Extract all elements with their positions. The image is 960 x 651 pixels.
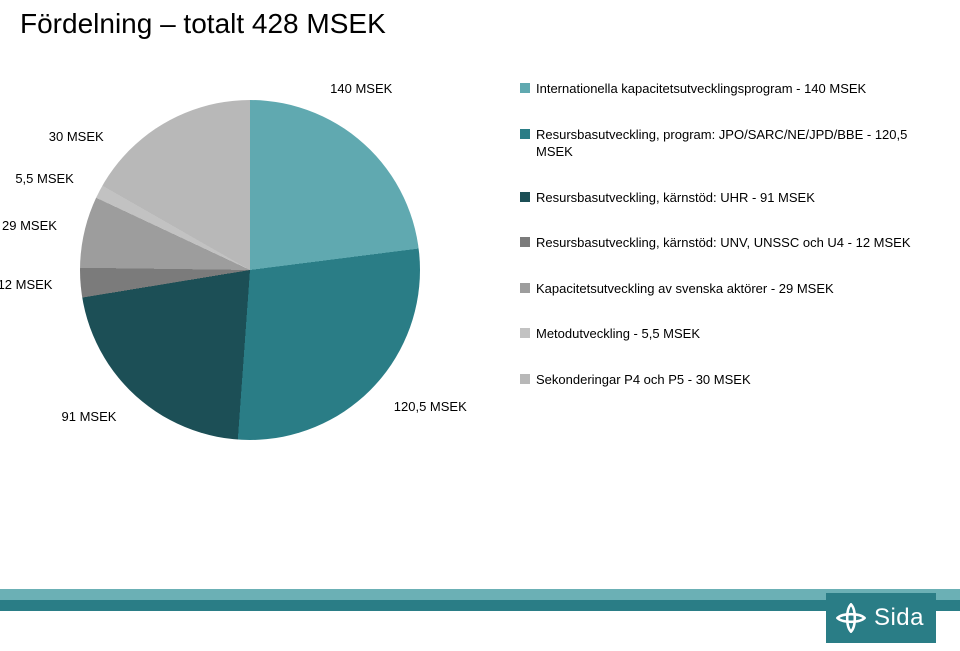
pie-slice-label: 29 MSEK xyxy=(2,218,57,233)
legend-item: Metodutveckling - 5,5 MSEK xyxy=(520,325,940,343)
legend-item: Resursbasutveckling, program: JPO/SARC/N… xyxy=(520,126,940,161)
pie-slice-label: 30 MSEK xyxy=(49,129,104,144)
legend-item: Internationella kapacitetsutvecklingspro… xyxy=(520,80,940,98)
legend-label: Kapacitetsutveckling av svenska aktörer … xyxy=(536,280,834,298)
sida-logo-text: Sida xyxy=(874,604,924,632)
legend-swatch xyxy=(520,192,530,202)
legend-label: Resursbasutveckling, program: JPO/SARC/N… xyxy=(536,126,940,161)
footer-bar-light xyxy=(0,589,960,600)
page-title: Fördelning – totalt 428 MSEK xyxy=(20,8,386,40)
pie-slice-label: 12 MSEK xyxy=(0,277,52,292)
legend: Internationella kapacitetsutvecklingspro… xyxy=(520,80,940,416)
pie-slice-label: 120,5 MSEK xyxy=(394,399,467,414)
pie-graphic xyxy=(80,100,420,440)
legend-label: Resursbasutveckling, kärnstöd: UHR - 91 … xyxy=(536,189,815,207)
legend-label: Metodutveckling - 5,5 MSEK xyxy=(536,325,700,343)
footer-bar-dark xyxy=(0,600,960,611)
legend-item: Resursbasutveckling, kärnstöd: UNV, UNSS… xyxy=(520,234,940,252)
legend-swatch xyxy=(520,129,530,139)
pie-slice-label: 91 MSEK xyxy=(62,409,117,424)
legend-swatch xyxy=(520,83,530,93)
pie-slice-label: 140 MSEK xyxy=(330,81,392,96)
legend-swatch xyxy=(520,374,530,384)
legend-swatch xyxy=(520,328,530,338)
footer-bar xyxy=(0,589,960,611)
legend-swatch xyxy=(520,237,530,247)
pie-chart: 140 MSEK120,5 MSEK91 MSEK12 MSEK29 MSEK5… xyxy=(50,70,450,470)
legend-item: Resursbasutveckling, kärnstöd: UHR - 91 … xyxy=(520,189,940,207)
legend-item: Kapacitetsutveckling av svenska aktörer … xyxy=(520,280,940,298)
legend-label: Sekonderingar P4 och P5 - 30 MSEK xyxy=(536,371,751,389)
legend-swatch xyxy=(520,283,530,293)
sida-logo-icon xyxy=(834,601,868,635)
legend-item: Sekonderingar P4 och P5 - 30 MSEK xyxy=(520,371,940,389)
legend-label: Internationella kapacitetsutvecklingspro… xyxy=(536,80,866,98)
pie-slice-label: 5,5 MSEK xyxy=(15,171,74,186)
sida-logo: Sida xyxy=(826,593,936,643)
legend-label: Resursbasutveckling, kärnstöd: UNV, UNSS… xyxy=(536,234,911,252)
